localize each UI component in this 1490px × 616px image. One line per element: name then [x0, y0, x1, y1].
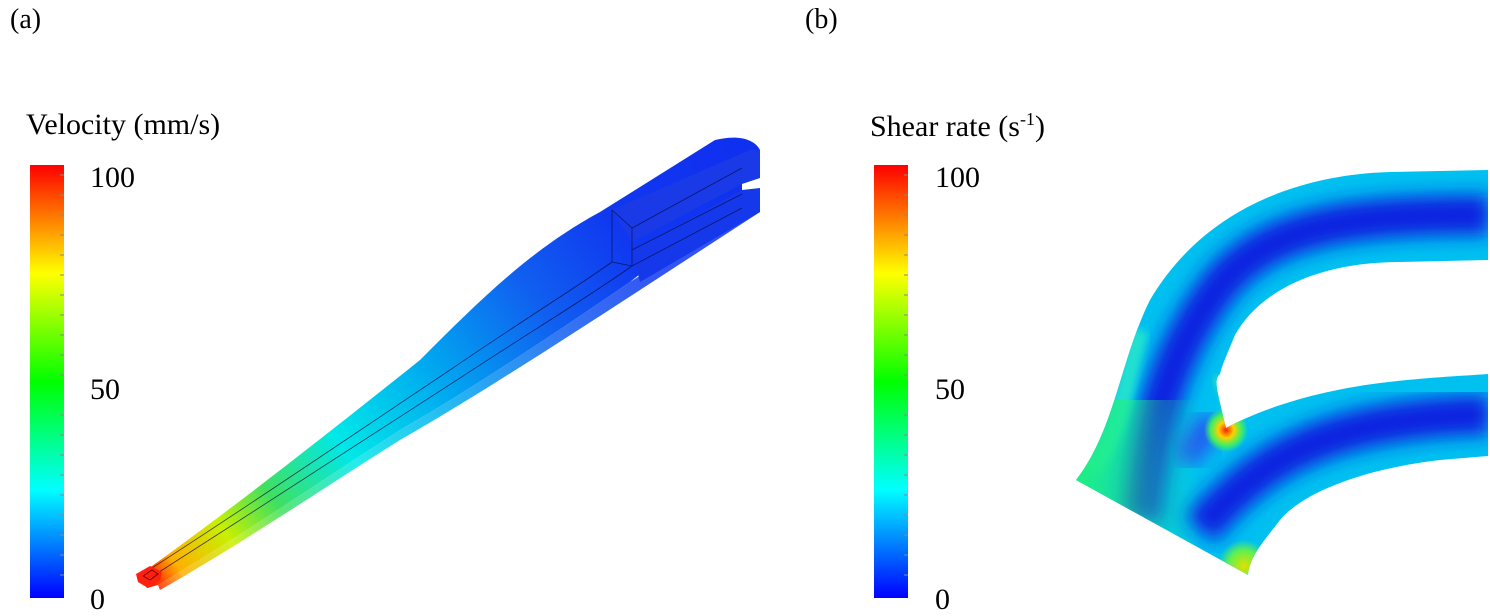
velocity-colorbar-minor-ticks: [60, 174, 64, 576]
shear-tick-mid: 50: [935, 373, 965, 406]
panel-a-label: (a): [10, 4, 42, 35]
velocity-colorbar: [30, 165, 64, 598]
inlet-gap: [742, 178, 760, 190]
shear-rate-field: [1076, 170, 1488, 575]
velocity-tick-max: 100: [90, 161, 135, 194]
shear-rate-title-main: Shear rate (s: [870, 110, 1020, 143]
nozzle-velocity-model: [136, 137, 760, 590]
shear-tick-min: 0: [935, 583, 950, 616]
shear-rate-title-end: ): [1034, 110, 1045, 143]
velocity-tick-mid: 50: [90, 373, 120, 406]
nozzle-outlet-tip: [136, 566, 162, 588]
velocity-colorbar-title: Velocity (mm/s): [26, 108, 221, 141]
nozzle-side-face: [158, 200, 760, 590]
shear-rate-colorbar-title: Shear rate (s-1): [870, 110, 1045, 142]
nozzle-edge-lines: [151, 167, 743, 575]
shear-rate-title-sup: -1: [1019, 109, 1035, 129]
shear-tick-max: 100: [935, 161, 980, 194]
shear-rate-colorbar: [874, 165, 908, 598]
velocity-tick-min: 0: [90, 583, 105, 616]
nozzle-lower-inlet: [632, 188, 760, 282]
panel-b-label: (b): [805, 4, 838, 35]
nozzle-body: [138, 137, 760, 588]
outlet-tip-edge: [142, 569, 159, 581]
shear-colorbar-minor-ticks: [904, 174, 908, 576]
